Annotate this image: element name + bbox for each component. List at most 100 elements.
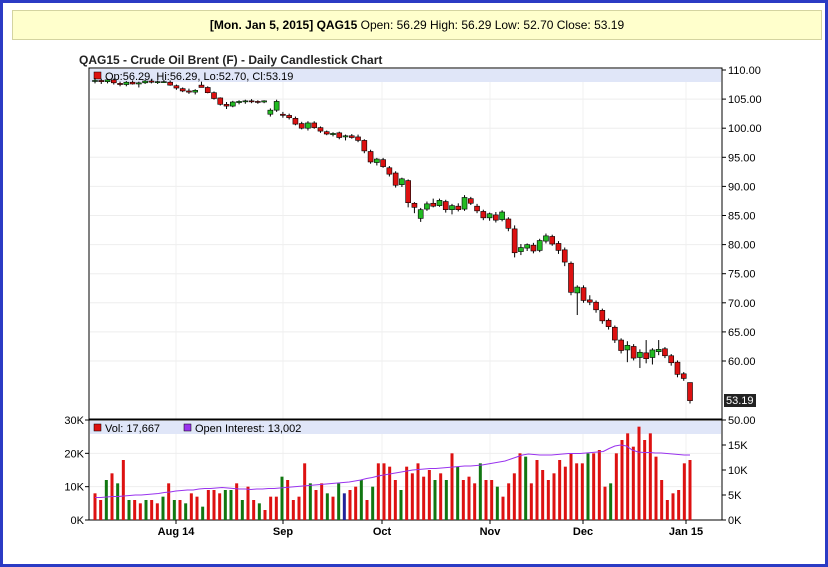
candle-up bbox=[486, 213, 493, 219]
volume-bar bbox=[541, 470, 545, 520]
volume-bar bbox=[297, 496, 301, 520]
volume-bar bbox=[382, 463, 386, 520]
candle-down bbox=[467, 198, 474, 204]
volume-bar bbox=[478, 463, 482, 520]
price-grid bbox=[90, 69, 721, 519]
candle-down bbox=[474, 205, 480, 212]
candle-up bbox=[417, 209, 424, 219]
candle-down bbox=[129, 81, 136, 85]
volume-bar bbox=[320, 483, 324, 520]
candle-down bbox=[148, 80, 155, 83]
volume-bar bbox=[484, 480, 488, 520]
volume-bar bbox=[325, 493, 329, 520]
volume-bar bbox=[433, 480, 437, 520]
candle-up bbox=[242, 100, 249, 103]
volume-bar bbox=[348, 490, 352, 520]
date-tick-label: Nov bbox=[480, 526, 502, 538]
candle-down bbox=[568, 262, 574, 293]
volume-bar bbox=[308, 483, 312, 520]
price-legend-band bbox=[90, 69, 721, 82]
oi-legend-swatch bbox=[183, 423, 192, 432]
candle-down bbox=[549, 236, 556, 245]
candle-down bbox=[411, 202, 418, 208]
candle-up bbox=[536, 240, 543, 251]
volume-tick-label-right: 50.00 bbox=[728, 415, 756, 427]
volume-bar bbox=[286, 480, 290, 520]
candle-up bbox=[543, 235, 549, 242]
volume-bar bbox=[495, 486, 499, 520]
price-tick-label: 90.00 bbox=[728, 181, 756, 193]
candle-down bbox=[605, 319, 612, 327]
volume-bar bbox=[597, 450, 601, 520]
candle-down bbox=[386, 167, 393, 175]
volume-bar bbox=[229, 490, 233, 520]
date-axis: Aug 14 Sep Oct Nov Dec Jan 15 bbox=[158, 520, 703, 538]
date-tick-label: Oct bbox=[373, 526, 392, 538]
candle-down bbox=[211, 92, 217, 99]
candle-down bbox=[599, 310, 606, 322]
volume-bar bbox=[388, 466, 392, 520]
candle-down bbox=[505, 218, 512, 229]
candle-down bbox=[323, 131, 330, 135]
candle-up bbox=[524, 244, 530, 249]
volume-bars bbox=[93, 426, 692, 520]
volume-tick-label-left: 0K bbox=[71, 515, 85, 527]
price-tick-label: 65.00 bbox=[728, 327, 756, 339]
volume-bar bbox=[467, 476, 471, 520]
candle-down bbox=[186, 90, 192, 93]
volume-bar bbox=[161, 496, 165, 520]
price-tick-label: 105.00 bbox=[728, 94, 762, 106]
candle-up bbox=[142, 80, 148, 84]
price-legend-swatch bbox=[93, 71, 102, 80]
candle-down bbox=[361, 140, 368, 152]
candle-down bbox=[593, 301, 599, 311]
candle-down bbox=[586, 299, 593, 303]
candle-down bbox=[612, 326, 618, 341]
volume-bar bbox=[127, 500, 131, 520]
candle-down bbox=[204, 87, 211, 93]
candle-down bbox=[392, 172, 399, 186]
volume-bar bbox=[144, 500, 148, 520]
volume-bar bbox=[376, 463, 380, 520]
volume-bar bbox=[410, 473, 414, 520]
volume-tick-label-right: 5K bbox=[728, 490, 742, 502]
price-tick-label: 75.00 bbox=[728, 269, 756, 281]
volume-bar bbox=[558, 460, 562, 520]
candle-down bbox=[298, 123, 305, 129]
candle-down bbox=[405, 180, 411, 203]
candle-down bbox=[430, 202, 437, 207]
candle-up bbox=[637, 351, 643, 358]
volume-bar bbox=[167, 483, 171, 520]
volume-bar bbox=[393, 480, 397, 520]
volume-bar bbox=[405, 466, 409, 520]
candle-up bbox=[461, 197, 468, 210]
date-tick-label: Sep bbox=[273, 526, 293, 538]
candle-down bbox=[317, 127, 324, 132]
volume-axis-right: 50.00 15K 10K 5K 0K bbox=[722, 415, 756, 527]
oi-legend-text: Open Interest: 13,002 bbox=[195, 423, 301, 435]
candle-down bbox=[311, 122, 318, 128]
volume-bar bbox=[399, 490, 403, 520]
price-tick-label: 85.00 bbox=[728, 211, 756, 223]
quote-header-text: [Mon. Jan 5, 2015] QAG15 Open: 56.29 Hig… bbox=[13, 18, 821, 32]
date-tick-label: Dec bbox=[573, 526, 593, 538]
candle-down bbox=[493, 214, 499, 221]
candle-down bbox=[280, 113, 286, 116]
candle-down bbox=[561, 249, 568, 263]
chart-title: QAG15 - Crude Oil Brent (F) - Daily Cand… bbox=[79, 53, 383, 67]
volume-bar bbox=[206, 490, 210, 520]
candle-down bbox=[179, 88, 186, 92]
volume-bar bbox=[150, 500, 154, 520]
volume-bar bbox=[303, 463, 307, 520]
candle-down bbox=[511, 228, 518, 254]
candle-down bbox=[173, 85, 180, 89]
volume-bar bbox=[620, 440, 624, 520]
volume-bar bbox=[274, 496, 278, 520]
candle-up bbox=[330, 133, 336, 135]
volume-bar bbox=[178, 500, 182, 520]
volume-bar bbox=[569, 453, 573, 520]
candle-up bbox=[305, 122, 311, 129]
volume-bar bbox=[609, 483, 613, 520]
quote-date: [Mon. Jan 5, 2015] bbox=[209, 18, 314, 32]
